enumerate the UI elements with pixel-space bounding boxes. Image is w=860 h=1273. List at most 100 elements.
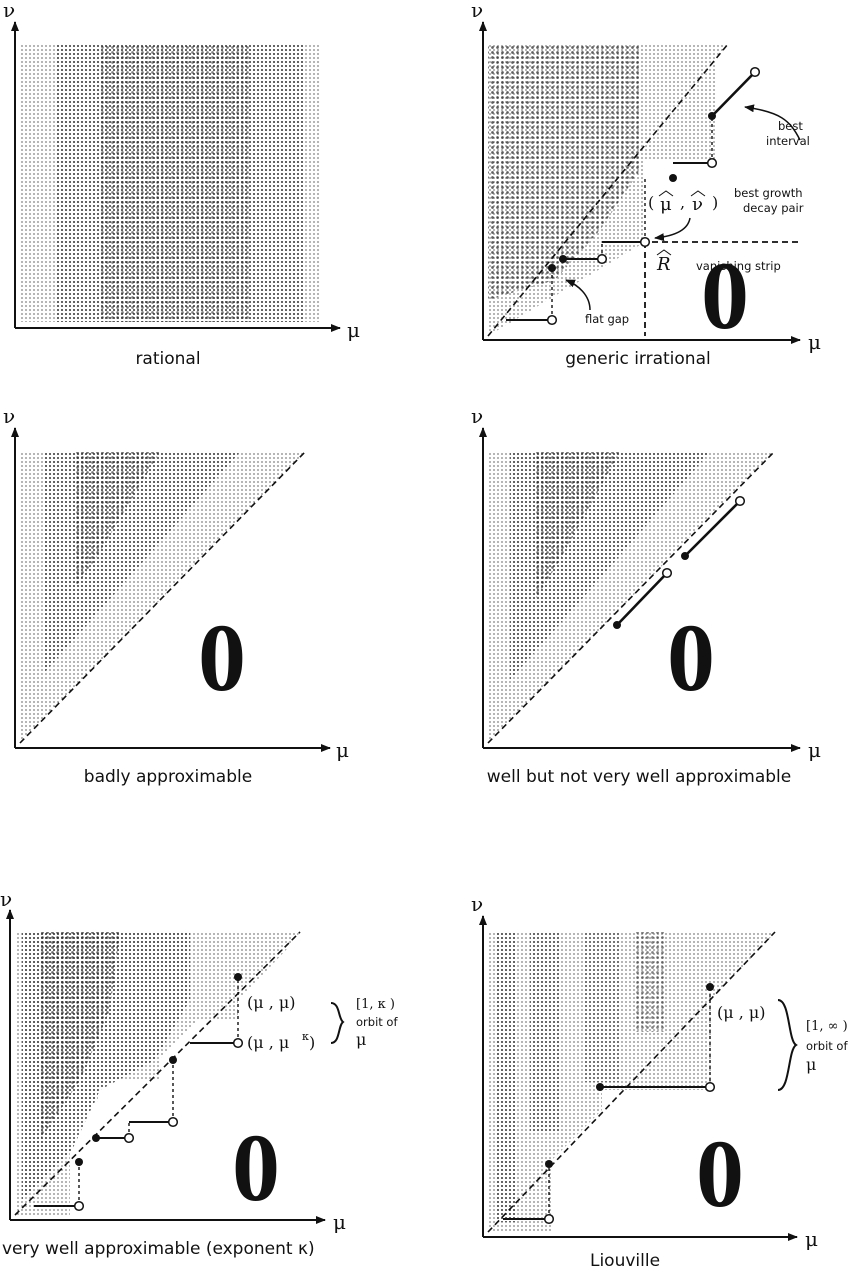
x-axis-label: μ [333, 1210, 346, 1234]
open-point [704, 1081, 716, 1093]
panel-well-approximable: ν μ 0 well but not very well approximabl… [471, 404, 821, 787]
orbit-label: orbit of [356, 1015, 398, 1029]
pair-nu: ν [692, 194, 703, 215]
best-interval-label-2: interval [766, 134, 810, 148]
orbit-label: orbit of [806, 1039, 848, 1053]
panel-caption: generic irrational [565, 349, 710, 369]
filled-point [234, 973, 242, 981]
open-point [546, 314, 558, 326]
interval-label: [1, ∞ ) [806, 1019, 848, 1034]
filled-point [669, 174, 677, 182]
shaded-region-stripe [585, 932, 620, 1082]
shaded-region-dense [100, 44, 250, 322]
panel-caption: very well approximable (exponent κ) [2, 1239, 315, 1259]
r-hat [656, 249, 672, 256]
interval-label: [1, κ ) [356, 997, 395, 1012]
x-axis-label: μ [808, 330, 821, 354]
flat-gap-label: flat gap [585, 312, 629, 326]
filled-point [596, 1083, 604, 1091]
panel-rational: ν μ rational [3, 0, 360, 369]
open-point [167, 1116, 179, 1128]
pair-mu: μ [660, 194, 672, 215]
open-point [639, 236, 651, 248]
point-upper-label: (μ , μ) [247, 993, 296, 1012]
panel-caption: Liouville [590, 1251, 660, 1271]
filled-point [545, 1160, 553, 1168]
orbit-brace [330, 1002, 345, 1044]
zero-region-label: 0 [667, 604, 715, 711]
pair-close-paren: ) [712, 193, 718, 212]
open-point [661, 567, 673, 579]
x-axis-label: μ [336, 738, 349, 762]
filled-point [548, 264, 556, 272]
filled-point [169, 1056, 177, 1064]
orbit-mu-label: μ [806, 1055, 816, 1074]
shaded-region-dense [535, 452, 620, 600]
pair-comma: , [680, 193, 685, 212]
filled-point [559, 255, 567, 263]
shaded-region-stripe [530, 932, 560, 1132]
panel-very-well-approximable: (μ , μ) (μ , μ κ ) [1, κ ) orbit of μ 0 … [0, 887, 398, 1259]
x-axis-label: μ [347, 318, 360, 342]
diagonal [19, 451, 306, 744]
shaded-region-stripe [635, 932, 665, 1032]
shaded-region-dense [488, 44, 640, 300]
point-lower-label: (μ , μ [247, 1033, 289, 1052]
open-point [596, 253, 608, 265]
best-pair-label-1: best growth [734, 186, 803, 200]
point-upper-label: (μ , μ) [717, 1003, 766, 1022]
open-point [749, 66, 761, 78]
panel-caption: badly approximable [84, 767, 252, 787]
r-hat-label: R [656, 254, 671, 275]
flat-gap-arrow [565, 279, 591, 311]
filled-point [75, 1158, 83, 1166]
orbit-segment [616, 572, 668, 626]
open-point [706, 157, 718, 169]
best-interval-arrow [744, 104, 801, 141]
filled-point [92, 1134, 100, 1142]
mu-hat [658, 190, 674, 197]
open-point [123, 1132, 135, 1144]
pair-open-paren: ( [648, 193, 654, 212]
filled-point [708, 112, 716, 120]
y-axis-label: ν [0, 887, 12, 911]
zero-region-label: 0 [198, 604, 246, 711]
orbit-mu-label: μ [356, 1030, 366, 1049]
panel-badly-approximable: ν μ 0 badly approximable [3, 404, 349, 787]
y-axis-label: ν [471, 404, 483, 428]
panel-liouville: (μ , μ) [1, ∞ ) orbit of μ 0 ν μ Liouvil… [471, 892, 848, 1271]
x-axis-label: μ [808, 738, 821, 762]
vanishing-strip-label: vanishing strip [696, 259, 781, 273]
diagonal [487, 451, 775, 744]
y-axis-label: ν [471, 892, 483, 916]
nu-hat [690, 190, 706, 197]
panel-generic-irrational: ν μ best interval ( μ , ν ) best gr [471, 0, 821, 369]
x-axis-label: μ [805, 1227, 818, 1251]
zero-region-label: 0 [232, 1114, 280, 1221]
open-point [734, 495, 746, 507]
open-point [543, 1213, 555, 1225]
zero-region-label: 0 [696, 1120, 744, 1227]
diagonal [487, 43, 729, 337]
diagonal [487, 931, 776, 1233]
y-axis-label: ν [3, 0, 15, 22]
shaded-region-stripe [495, 932, 515, 1222]
shaded-region-dense [75, 452, 160, 588]
best-interval-label-1: best [778, 119, 803, 133]
orbit-brace [777, 999, 798, 1091]
open-point [73, 1200, 85, 1212]
filled-point [706, 983, 714, 991]
shaded-region-dense [40, 932, 120, 1140]
orbit-segment [684, 500, 741, 557]
diagonal [14, 931, 301, 1216]
best-pair-arrow [654, 217, 691, 242]
best-pair-label-2: decay pair [743, 201, 804, 215]
point-lower-close: ) [309, 1033, 315, 1052]
best-interval-segment [711, 71, 756, 117]
filled-point [681, 552, 689, 560]
point-lower-exponent: κ [302, 1030, 309, 1043]
zero-region-label: 0 [701, 242, 749, 349]
filled-point [613, 621, 621, 629]
y-axis-label: ν [471, 0, 483, 22]
